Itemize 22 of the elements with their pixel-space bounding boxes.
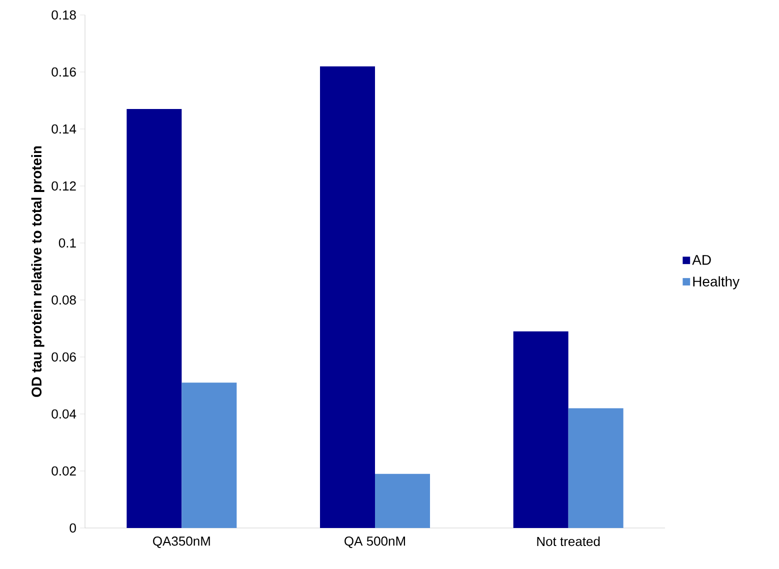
y-tick-label: 0 — [70, 523, 76, 533]
y-tick-label: 0.06 — [52, 352, 76, 362]
y-tick-label: 0.02 — [52, 466, 76, 476]
y-tick-label: 0.16 — [52, 67, 76, 77]
bar — [568, 408, 624, 528]
legend-label: AD — [692, 255, 711, 265]
bar — [513, 331, 568, 528]
x-tick-label: QA350nM — [153, 536, 210, 548]
bar — [375, 474, 430, 528]
y-tick-label: 0.08 — [52, 295, 76, 305]
bar — [182, 382, 237, 528]
x-tick-label: Not treated — [537, 536, 600, 546]
y-tick-label: 0.12 — [52, 181, 76, 191]
bar — [320, 66, 376, 528]
bar — [126, 109, 182, 528]
y-tick-label: 0.04 — [52, 409, 76, 419]
y-tick-label: 0.1 — [58, 238, 76, 248]
y-axis-title: OD tau protein relative to total protein — [31, 146, 44, 397]
legend-label: Healthy — [693, 276, 740, 290]
y-tick-label: 0.18 — [52, 10, 76, 20]
x-tick-label: QA 500nM — [344, 536, 405, 548]
y-tick-label: 0.14 — [52, 124, 76, 134]
